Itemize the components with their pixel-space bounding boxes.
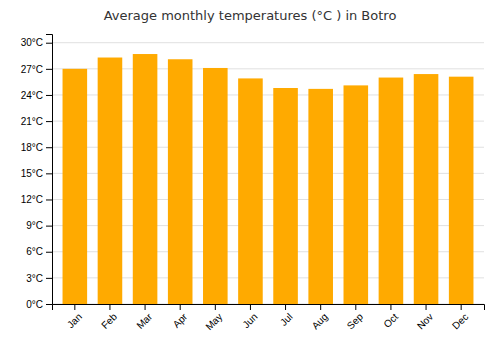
bar [98, 58, 123, 304]
y-tick: 30°C [21, 37, 52, 48]
bar [414, 74, 439, 304]
y-axis: 0°C 3°C 6°C 9°C 12°C 15°C 18°C 21°C 24°C 27°C 30°C [21, 35, 53, 310]
x-tick-mark [250, 304, 251, 310]
y-tick: 0°C [26, 299, 52, 310]
y-tick-mark [46, 43, 52, 44]
x-tick-label: Mar [134, 311, 154, 331]
x-tick-mark [109, 304, 110, 310]
x-tick-mark [320, 304, 321, 310]
bar [344, 85, 369, 304]
y-tick-label: 18°C [21, 142, 43, 153]
bar [449, 77, 474, 304]
x-tick: Oct [381, 304, 400, 330]
x-tick-label: Jul [278, 311, 295, 328]
x-tick: Jan [65, 304, 84, 330]
x-tick-mark [145, 304, 146, 310]
bar [308, 89, 333, 304]
plot: 0°C 3°C 6°C 9°C 12°C 15°C 18°C 21°C 24°C 27°C 30°C… [21, 35, 485, 333]
y-tick-mark [46, 304, 52, 305]
y-tick: 15°C [21, 168, 52, 179]
bar [273, 88, 298, 304]
y-tick-mark [46, 199, 52, 200]
y-tick-label: 12°C [21, 194, 43, 205]
bar [168, 59, 193, 304]
y-tick-label: 15°C [21, 168, 43, 179]
x-tick-mark [355, 304, 356, 310]
x-tick: Jul [278, 304, 295, 328]
y-tick-mark [46, 121, 52, 122]
y-tick-mark [46, 173, 52, 174]
y-tick-label: 6°C [26, 246, 43, 257]
y-tick: 6°C [26, 246, 52, 257]
y-tick-label: 0°C [26, 299, 43, 310]
x-axis-line [53, 305, 485, 311]
x-tick-label: Aug [310, 311, 330, 331]
y-tick: 18°C [21, 142, 52, 153]
x-tick-mark [426, 304, 427, 310]
x-tick: Jun [240, 304, 259, 330]
x-tick-label: Jun [240, 311, 259, 330]
x-tick-mark [215, 304, 216, 310]
y-tick-label: 21°C [21, 116, 43, 127]
x-tick-mark [461, 304, 462, 310]
x-tick-label: Feb [99, 311, 119, 331]
bar [133, 54, 158, 304]
bar [63, 69, 88, 304]
y-tick: 9°C [26, 220, 52, 231]
y-tick-mark [46, 147, 52, 148]
x-tick: Feb [99, 304, 119, 331]
y-tick-mark [46, 95, 52, 96]
title: Average monthly temperatures (°C ) in Bo… [104, 8, 397, 23]
y-tick-mark [46, 252, 52, 253]
y-tick: 21°C [21, 116, 52, 127]
x-tick-label: Nov [415, 311, 435, 331]
y-tick-label: 24°C [21, 90, 43, 101]
x-tick-label: Apr [171, 311, 190, 330]
x-tick-mark [180, 304, 181, 310]
y-tick: 27°C [21, 64, 52, 75]
y-axis-line [46, 35, 53, 305]
x-tick: Dec [450, 304, 470, 331]
x-axis: Jan Feb Mar Apr May Jun Jul Aug Sep Oct Nov Dec [53, 304, 485, 332]
bar [203, 68, 228, 304]
y-tick-mark [46, 69, 52, 70]
x-tick-mark [285, 304, 286, 310]
x-tick-mark [74, 304, 75, 310]
x-tick: Apr [171, 304, 190, 330]
y-tick: 24°C [21, 90, 52, 101]
x-tick-label: Oct [381, 311, 400, 330]
bar [238, 78, 263, 304]
y-tick-label: 30°C [21, 37, 43, 48]
grid [52, 43, 484, 304]
grid-line [52, 42, 484, 43]
chart: 0°C 3°C 6°C 9°C 12°C 15°C 18°C 21°C 24°C 27°C 30°C… [0, 0, 500, 350]
x-tick: Nov [415, 304, 435, 331]
y-tick-label: 27°C [21, 64, 43, 75]
y-tick-mark [46, 226, 52, 227]
x-tick-mark [390, 304, 391, 310]
y-tick-label: 9°C [26, 220, 43, 231]
y-tick-label: 3°C [26, 273, 43, 284]
y-tick-mark [46, 278, 52, 279]
x-tick: Sep [345, 304, 366, 331]
x-tick-label: Sep [345, 311, 366, 332]
x-tick-label: May [203, 311, 224, 332]
x-tick-label: Jan [65, 311, 84, 330]
x-tick: Aug [310, 304, 330, 331]
x-tick: May [203, 304, 224, 332]
x-tick-label: Dec [450, 311, 470, 331]
bar [379, 78, 404, 304]
x-tick: Mar [134, 304, 154, 331]
y-tick: 3°C [26, 273, 52, 284]
bars [63, 54, 474, 304]
y-tick: 12°C [21, 194, 52, 205]
